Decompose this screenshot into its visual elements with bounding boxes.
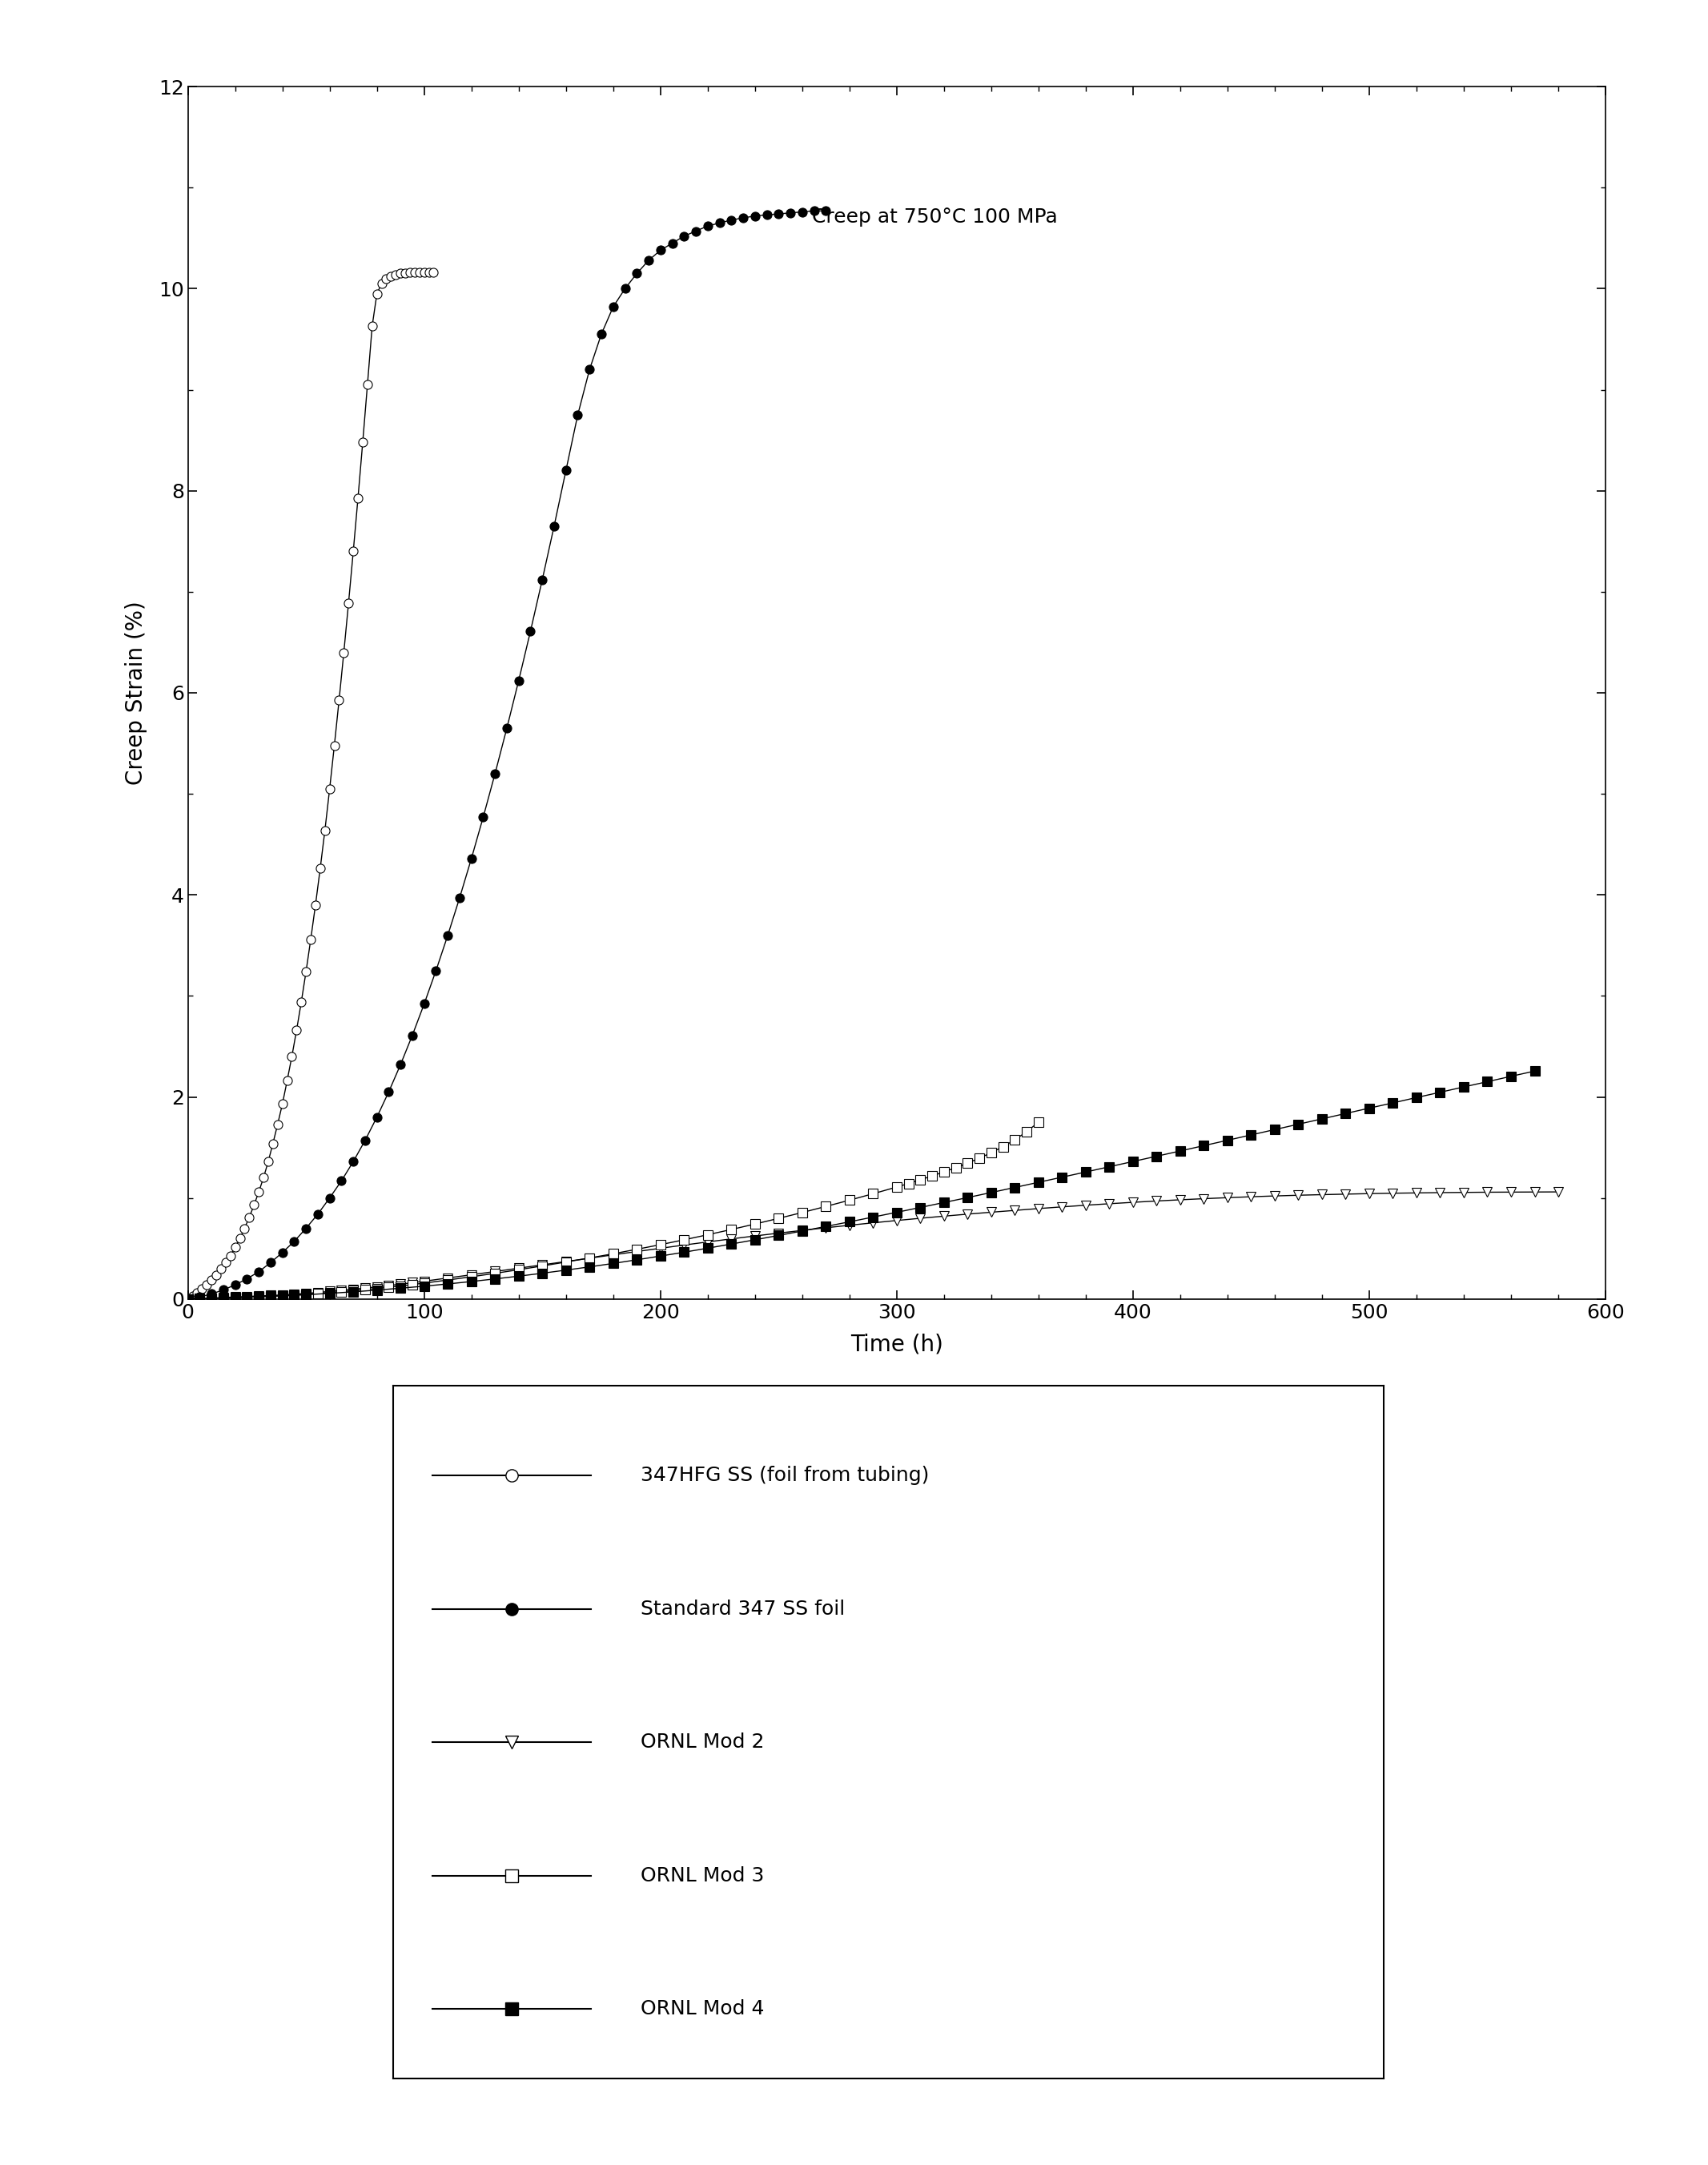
Text: Creep at 750°C 100 MPa: Creep at 750°C 100 MPa [811, 208, 1057, 227]
Text: ORNL Mod 2: ORNL Mod 2 [640, 1732, 763, 1751]
Text: ORNL Mod 3: ORNL Mod 3 [640, 1866, 763, 1886]
Text: 347HFG SS (foil from tubing): 347HFG SS (foil from tubing) [640, 1466, 929, 1485]
Y-axis label: Creep Strain (%): Creep Strain (%) [125, 602, 147, 784]
Text: ORNL Mod 4: ORNL Mod 4 [640, 2000, 763, 2018]
Text: Standard 347 SS foil: Standard 347 SS foil [640, 1600, 845, 1619]
X-axis label: Time (h): Time (h) [851, 1334, 943, 1355]
